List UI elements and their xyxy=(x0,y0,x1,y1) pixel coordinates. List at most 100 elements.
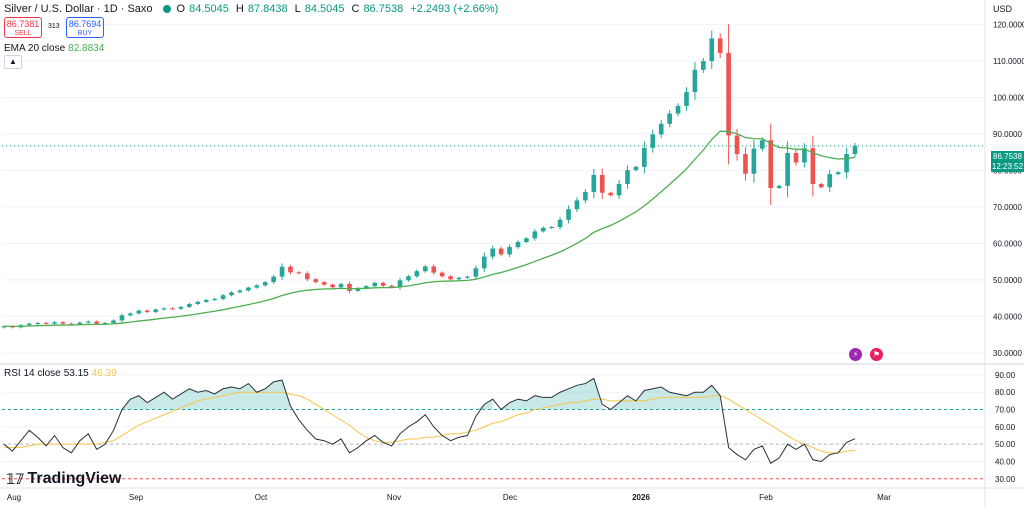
time-tick-label: Oct xyxy=(255,493,268,502)
candle-body xyxy=(583,192,588,201)
rsi-overbought-fill xyxy=(686,392,695,410)
rsi-overbought-fill xyxy=(223,387,232,410)
candle-body xyxy=(827,174,833,188)
candle-body xyxy=(726,53,731,136)
sell-button[interactable]: 86.7381 SELL xyxy=(4,17,42,38)
rsi-overbought-fill xyxy=(206,390,215,410)
rsi-overbought-fill xyxy=(534,395,544,410)
time-tick-label: Mar xyxy=(877,493,891,502)
candle-body xyxy=(524,238,529,242)
tradingview-logo[interactable]: 𝟙𝟟 TradingView xyxy=(6,470,121,488)
candle-body xyxy=(734,135,740,155)
symbol-title[interactable]: Silver / U.S. Dollar · 1D · Saxo xyxy=(4,3,153,15)
candle-body xyxy=(642,147,647,167)
candle-body xyxy=(456,277,462,280)
candle-body xyxy=(102,322,108,324)
candle-body xyxy=(616,183,622,196)
rsi-overbought-fill xyxy=(703,385,712,410)
high-value: 87.8438 xyxy=(247,3,288,15)
open-label: O xyxy=(176,3,186,15)
candle-body xyxy=(852,145,858,155)
candle-body xyxy=(557,219,563,228)
rsi-axis: 30.00 40.00 50.00 60.00 70.00 80.00 90.00 xyxy=(995,371,1016,484)
rsi-legend[interactable]: RSI 14 close 53.15 46.39 xyxy=(4,368,117,379)
candle-body xyxy=(515,241,521,248)
rsi-overbought-fill xyxy=(711,385,721,410)
candle-body xyxy=(220,295,226,299)
buy-button[interactable]: 86.7694 BUY xyxy=(66,17,104,38)
rsi-tick-label: 30.00 xyxy=(995,475,1016,484)
flash-icon[interactable]: ⚡ xyxy=(849,348,862,361)
rsi-overbought-fill xyxy=(517,399,527,410)
candle-body xyxy=(844,154,849,173)
rsi-tick-label: 60.00 xyxy=(995,423,1016,432)
candle-body xyxy=(321,282,327,285)
candle-body xyxy=(422,266,428,272)
event-icons: ⚡ ⚑ xyxy=(849,348,883,361)
candle-body xyxy=(279,266,285,277)
candle-body xyxy=(397,280,403,288)
candle-body xyxy=(363,286,369,289)
ema-legend-value: 82.8834 xyxy=(68,43,105,54)
currency-label[interactable]: USD xyxy=(993,4,1013,14)
market-status-icon xyxy=(162,5,171,13)
candle-body xyxy=(667,113,672,124)
candle-body xyxy=(473,268,479,277)
rsi-legend-value: 53.15 xyxy=(63,368,89,379)
candle-body xyxy=(288,266,293,273)
candle-body xyxy=(144,310,150,313)
candle-body xyxy=(650,134,656,148)
rsi-overbought-fill xyxy=(172,393,181,410)
last-price-tag: 86.7538 12:23:52 xyxy=(991,151,1024,172)
rsi-ma-polyline xyxy=(4,391,856,454)
rsi-overbought-fill xyxy=(694,392,704,410)
candle-body xyxy=(85,321,91,323)
sell-price: 86.7381 xyxy=(6,19,40,29)
rsi-overbought-fill xyxy=(130,395,139,410)
candle-body xyxy=(448,276,453,280)
candle-body xyxy=(305,273,310,280)
candle-body xyxy=(743,154,748,174)
chevron-up-icon: ▲ xyxy=(9,57,17,66)
rsi-tick-label: 50.00 xyxy=(995,440,1016,449)
candle-body xyxy=(136,310,142,314)
flag-icon[interactable]: ⚑ xyxy=(870,348,883,361)
collapse-legend-button[interactable]: ▲ xyxy=(4,55,22,69)
time-axis: Aug Sep Oct Nov Dec 2026 Feb Mar xyxy=(7,493,891,502)
candle-body xyxy=(153,309,158,313)
low-value: 84.5045 xyxy=(304,3,345,15)
candle-body xyxy=(549,227,554,229)
candle-body xyxy=(94,321,100,324)
candle-body xyxy=(566,209,571,220)
sell-label: SELL xyxy=(14,30,32,37)
candle-body xyxy=(431,266,437,273)
ema-legend[interactable]: EMA 20 close 82.8834 xyxy=(4,43,104,54)
open-value: 84.5045 xyxy=(189,3,229,15)
candle-body xyxy=(271,276,276,283)
candle-body xyxy=(608,192,613,196)
candle-body xyxy=(52,322,57,324)
candle-body xyxy=(540,227,546,232)
close-label: C xyxy=(351,3,360,15)
candle-body xyxy=(355,288,361,291)
candle-body xyxy=(625,170,630,184)
candle-body xyxy=(633,166,639,171)
candle-body xyxy=(490,248,496,257)
price-tick-label: 90.0000 xyxy=(993,130,1022,139)
rsi-overbought-fill xyxy=(576,383,586,410)
candle-body xyxy=(380,282,386,286)
chart-header: Silver / U.S. Dollar · 1D · Saxo O 84.504… xyxy=(4,3,498,15)
rsi-overbought-fill xyxy=(239,383,249,410)
candle-body xyxy=(195,301,201,305)
candle-body xyxy=(69,323,74,325)
change-value: +2.2493 (+2.66%) xyxy=(410,3,499,15)
candle-body xyxy=(313,279,319,283)
candle-body xyxy=(203,299,209,302)
candle-body xyxy=(26,323,32,326)
buy-price: 86.7694 xyxy=(68,19,102,29)
candle-body xyxy=(507,247,512,255)
candle-body xyxy=(178,306,184,309)
rsi-legend-label: RSI 14 close xyxy=(4,368,61,379)
price-tick-label: 100.0000 xyxy=(993,94,1024,103)
